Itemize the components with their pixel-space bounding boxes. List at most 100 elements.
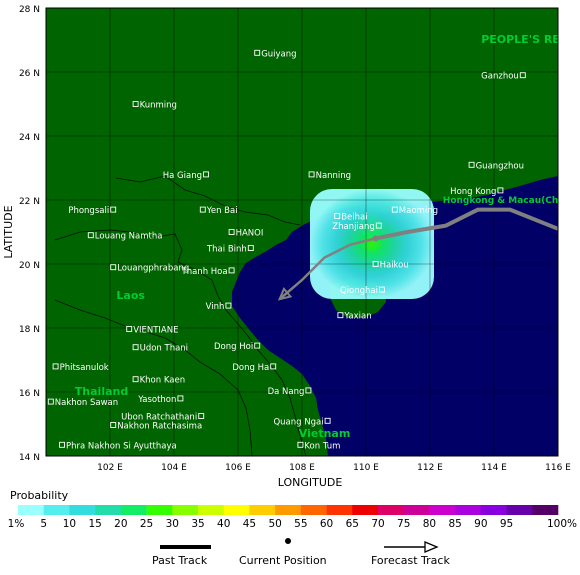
lat-tick-label: 26 N	[19, 69, 40, 79]
lat-tick-label: 28 N	[19, 5, 40, 15]
city-marker	[110, 264, 117, 271]
city-marker	[198, 413, 205, 419]
city-label: Guiyang	[261, 49, 296, 59]
legend-swatch	[249, 505, 276, 515]
legend-bin-label: 65	[346, 518, 359, 530]
city-label: Louangphrabang	[117, 264, 189, 274]
city-marker	[228, 229, 235, 235]
current-position-legend-label: Current Position	[239, 554, 327, 567]
city-label: Zhanjiang	[332, 222, 375, 232]
city-label: Phra Nakhon Si Ayutthaya	[66, 441, 177, 451]
city-marker	[177, 395, 184, 402]
city-label: Nakhon Ratchasima	[117, 421, 202, 431]
lon-tick-label: 114 E	[481, 463, 507, 473]
city-label: Yasothon	[137, 395, 176, 405]
current-position-legend-dot	[285, 538, 291, 544]
country-label: PEOPLE'S REPUBLIC	[481, 33, 580, 46]
legend-swatch	[378, 505, 405, 515]
city-label: Kunming	[140, 101, 177, 111]
legend-bin-label: 60	[320, 518, 333, 530]
legend-swatch	[120, 505, 147, 515]
city-label: Thanh Hoa	[181, 267, 228, 277]
lon-tick-label: 102 E	[97, 463, 123, 473]
city-marker	[391, 206, 398, 213]
lat-tick-label: 22 N	[19, 197, 40, 207]
lon-tick-label: 110 E	[353, 463, 379, 473]
map-frame	[45, 7, 559, 457]
city-marker	[308, 171, 315, 178]
legend-bin-label: 5	[40, 518, 47, 530]
city-marker	[270, 363, 277, 370]
city-label: Louang Namtha	[95, 232, 163, 242]
lat-tick-label: 18 N	[19, 325, 40, 335]
city-marker	[52, 363, 59, 370]
legend-bin-label: 70	[371, 518, 384, 530]
city-label: Hong Kong	[450, 187, 496, 197]
legend-bin-label: 85	[448, 518, 461, 530]
city-marker	[203, 171, 209, 178]
city-label: Yen Bai	[206, 206, 238, 216]
legend-swatch	[403, 505, 430, 515]
city-marker	[199, 206, 206, 213]
legend-bin-label: 45	[243, 518, 256, 530]
city-marker	[87, 232, 94, 239]
y-axis-title: LATITUDE	[2, 205, 15, 258]
country-label: Hongkong & Macau(Chin	[443, 196, 568, 206]
legend-bin-label: 35	[191, 518, 204, 530]
city-label: VIENTIANE	[133, 325, 178, 335]
city-label: Thai Binh	[206, 245, 247, 255]
country-label: Vietnam	[299, 427, 351, 440]
city-label: Beihai	[341, 213, 367, 223]
country-label: Laos	[116, 289, 145, 302]
lon-tick-label: 104 E	[161, 463, 187, 473]
city-label: Nanning	[316, 171, 352, 181]
legend-swatch	[146, 505, 173, 515]
city-marker	[334, 213, 341, 219]
legend-bin-label: 80	[423, 518, 436, 530]
legend-title: Probability	[10, 489, 69, 502]
legend-swatch	[326, 505, 353, 515]
city-marker	[379, 286, 385, 293]
city-marker	[47, 398, 54, 405]
legend-swatch	[352, 505, 379, 515]
city-marker	[132, 101, 139, 107]
legend-swatch	[43, 505, 70, 515]
city-marker	[305, 387, 312, 394]
city-marker	[110, 422, 117, 428]
lon-tick-label: 108 E	[289, 463, 315, 473]
legend-bin-label: 100%	[547, 518, 577, 530]
city-marker	[254, 342, 261, 349]
city-label: Da Nang	[268, 387, 305, 397]
forecast-track-line	[278, 237, 376, 301]
lon-tick-label: 106 E	[225, 463, 251, 473]
city-marker	[254, 49, 261, 56]
legend-swatch	[223, 505, 250, 515]
city-marker	[126, 326, 133, 332]
legend-bin-label: 75	[397, 518, 410, 530]
legend-swatch	[275, 505, 302, 515]
city-marker	[228, 267, 235, 274]
lat-tick-label: 16 N	[19, 389, 40, 399]
city-marker	[247, 245, 254, 251]
past-track-legend-label: Past Track	[152, 554, 208, 567]
city-marker	[372, 261, 379, 267]
legend-swatch	[429, 505, 456, 515]
legend-bin-label: 20	[114, 518, 127, 530]
city-marker	[519, 72, 526, 79]
legend-bin-label: 40	[217, 518, 230, 530]
lon-tick-label: 116 E	[545, 463, 571, 473]
legend-swatch	[172, 505, 199, 515]
city-label: Ha Giang	[163, 171, 202, 181]
city-label: Phongsali	[68, 206, 109, 216]
city-label: Dong Ha	[232, 363, 269, 373]
city-label: Phitsanulok	[60, 363, 109, 373]
past-track-line	[375, 207, 559, 241]
legend-bin-label: 55	[294, 518, 307, 530]
legend-bin-label: 1%	[8, 518, 25, 530]
city-marker	[59, 441, 65, 448]
city-label: Guangzhou	[476, 161, 524, 171]
city-label: Haikou	[380, 261, 409, 271]
city-label: Udon Thani	[140, 344, 188, 354]
city-label: Ubon Ratchathani	[121, 413, 197, 423]
legend-swatch	[198, 505, 225, 515]
